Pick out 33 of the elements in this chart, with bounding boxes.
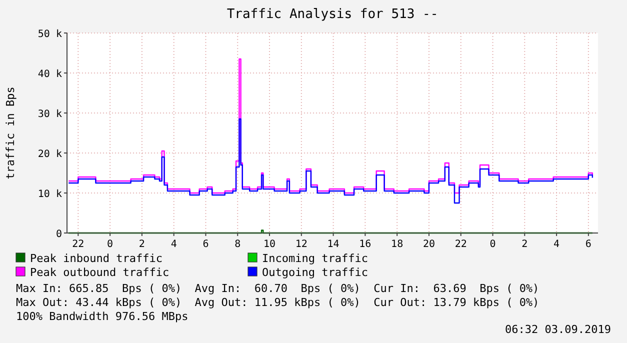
y-tick-label: 40 k	[38, 69, 62, 80]
x-tick-label: 4	[554, 239, 560, 250]
x-tick-label: 18	[391, 239, 404, 250]
text: 06:32 03.09.2019	[505, 323, 611, 336]
y-axis-title: traffic in Bps	[4, 86, 17, 180]
x-tick-label: 2	[138, 239, 145, 250]
y-tick-label: 30 k	[38, 109, 62, 120]
x-tick-label: 0	[107, 239, 114, 250]
text: Max In: 665.85 Bps ( 0%) Avg In: 60.70 Bps ( 0%) Cur In: 63.69 Bps ( 0%)	[16, 282, 540, 295]
y-tick-label: 20 k	[38, 149, 62, 160]
x-tick-label: 6	[585, 239, 592, 250]
x-tick-label: 12	[295, 239, 308, 250]
x-tick-label: 8	[234, 239, 241, 250]
text: Max Out: 43.44 kBps ( 0%) Avg Out: 11.95 kBps ( 0%) Cur Out: 13.79 kBps ( 0%)	[16, 296, 540, 309]
x-tick-label: 14	[327, 239, 340, 250]
legend-label: Peak outbound traffic	[30, 266, 170, 279]
x-tick-label: 22	[72, 239, 84, 250]
x-tick-label: 0	[490, 239, 496, 250]
legend-label: Peak inbound traffic	[30, 252, 162, 265]
x-tick-label: 4	[170, 239, 177, 250]
chart-title: Traffic Analysis for 513 --	[226, 7, 438, 22]
legend-label: Outgoing traffic	[262, 266, 368, 279]
y-tick-label: 10 k	[38, 189, 62, 200]
text: 100% Bandwidth 976.56 MBps	[16, 310, 188, 323]
x-tick-label: 20	[422, 239, 435, 250]
x-tick-label: 6	[202, 239, 209, 250]
legend-label: Incoming traffic	[262, 252, 368, 265]
x-tick-label: 10	[263, 239, 276, 250]
x-tick-label: 16	[359, 239, 372, 250]
y-tick-label: 50 k	[38, 29, 62, 40]
x-tick-label: 2	[522, 239, 528, 250]
y-tick-label: 0	[56, 229, 62, 240]
x-tick-label: 22	[454, 239, 467, 250]
